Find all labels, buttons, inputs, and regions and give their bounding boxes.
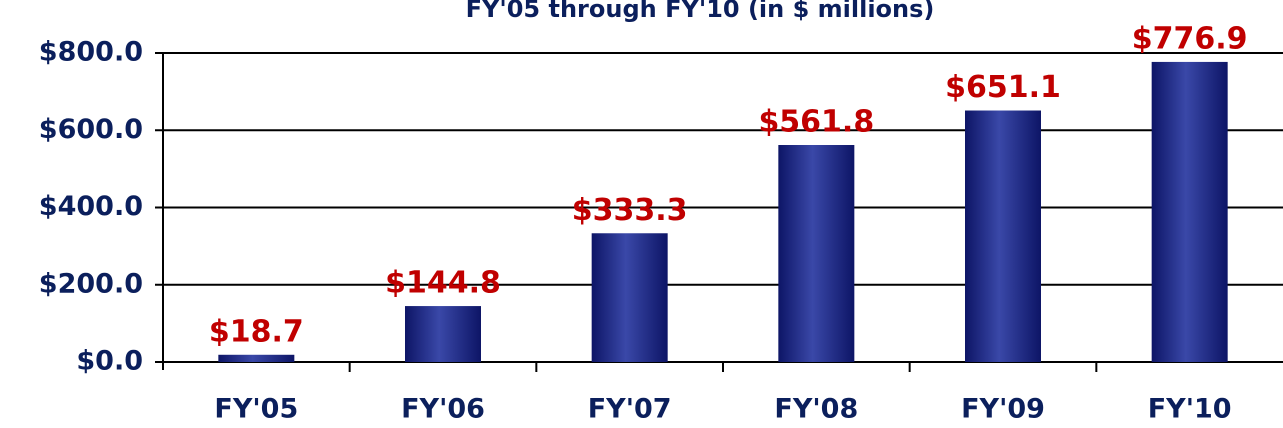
bar [965,110,1041,362]
x-tick-label: FY'09 [961,394,1045,425]
y-tick-label: $800.0 [39,37,143,68]
x-tick-label: FY'08 [774,394,858,425]
value-label: $144.8 [385,266,501,301]
y-tick-label: $200.0 [39,268,143,299]
x-tick-label: FY'07 [588,394,672,425]
value-label: $776.9 [1132,21,1248,56]
bar [1151,61,1228,363]
value-label: $651.1 [945,70,1061,105]
bar [591,233,668,362]
bar [218,354,295,362]
y-tick-label: $0.0 [76,346,143,377]
x-tick-label: FY'10 [1148,394,1232,425]
value-label: $333.3 [572,193,688,228]
x-tick-label: FY'06 [401,394,485,425]
value-label: $18.7 [209,314,304,349]
chart-title: FY'05 through FY'10 (in $ millions) [466,0,935,23]
value-label: $561.8 [758,105,874,140]
bar [778,145,855,362]
bar [405,306,481,362]
y-tick-label: $600.0 [39,114,143,145]
x-tick-label: FY'05 [214,394,298,425]
y-tick-label: $400.0 [39,191,143,222]
